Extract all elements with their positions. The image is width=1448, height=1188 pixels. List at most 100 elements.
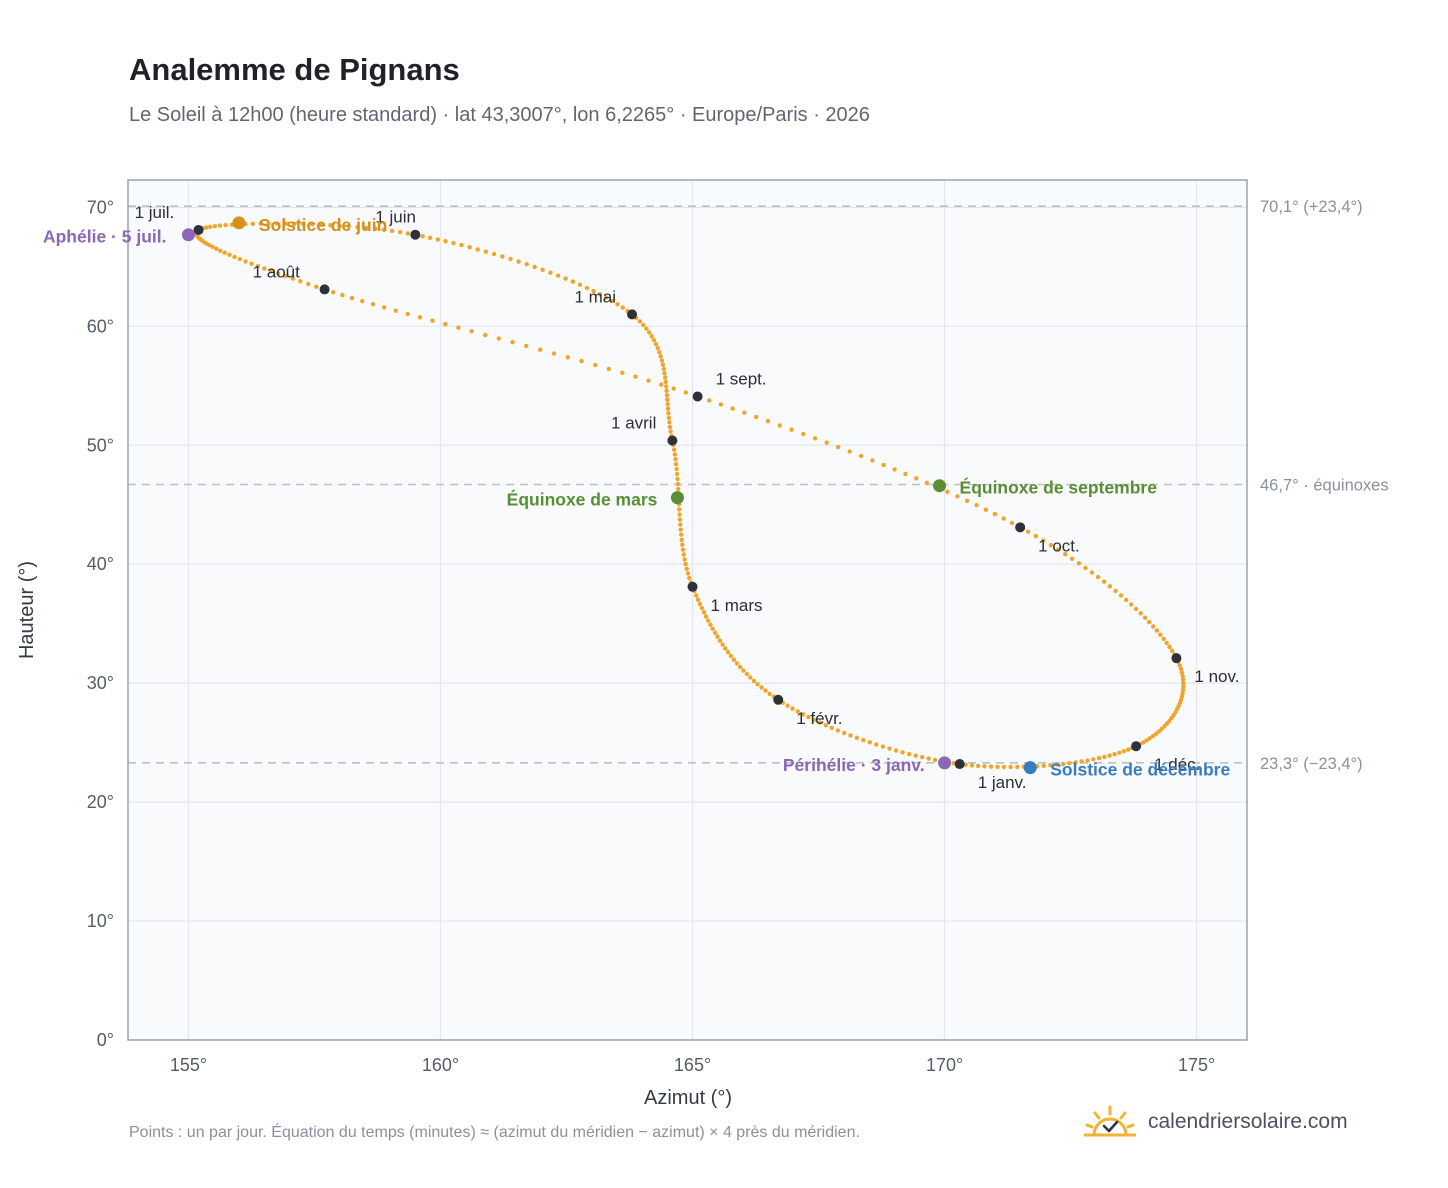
daily-point (364, 225, 369, 231)
daily-point (874, 742, 879, 747)
daily-point (751, 678, 757, 684)
daily-point (469, 329, 474, 334)
daily-point (283, 221, 288, 226)
daily-point (651, 338, 657, 343)
daily-point (924, 480, 929, 485)
daily-point (653, 342, 659, 347)
event-label: Équinoxe de septembre (960, 477, 1158, 498)
daily-point (667, 420, 672, 425)
daily-point (516, 259, 521, 264)
brand-name: calendriersolaire.com (1148, 1110, 1348, 1133)
event-label: Périhélie · 3 janv. (783, 755, 925, 775)
daily-point (1107, 584, 1113, 589)
daily-point (682, 557, 687, 562)
daily-point (210, 244, 215, 249)
daily-point (570, 279, 576, 284)
daily-point (1079, 759, 1084, 764)
daily-point (737, 664, 743, 670)
month-marker (193, 224, 204, 235)
month-marker (627, 309, 638, 320)
daily-point (620, 305, 625, 310)
reference-label: 70,1° (+23,4°) (1260, 198, 1363, 216)
daily-point (720, 642, 725, 647)
daily-point (676, 486, 681, 492)
y-tick-label: 30° (87, 673, 114, 693)
x-tick-label: 155° (170, 1055, 207, 1075)
daily-point (398, 229, 403, 235)
month-label: 1 mai (574, 287, 616, 306)
daily-point (283, 273, 288, 279)
event-label: Solstice de juin (259, 215, 387, 235)
daily-point (310, 222, 315, 227)
daily-point (1048, 763, 1053, 768)
daily-point (842, 730, 847, 736)
daily-point (510, 340, 515, 345)
daily-point (664, 388, 669, 393)
daily-point (606, 366, 611, 372)
y-tick-label: 40° (87, 554, 114, 574)
daily-point (1083, 565, 1088, 571)
daily-point (1141, 740, 1146, 745)
daily-point (349, 295, 355, 301)
daily-point (945, 489, 950, 494)
daily-point (1133, 606, 1139, 612)
month-marker (410, 229, 421, 240)
daily-point (683, 561, 688, 567)
daily-point (237, 256, 243, 262)
daily-point (675, 481, 680, 487)
daily-point (881, 462, 886, 468)
daily-point (1177, 663, 1182, 668)
daily-point (664, 384, 669, 389)
daily-point (880, 744, 886, 749)
y-tick-label: 50° (87, 435, 114, 455)
daily-point (275, 271, 281, 276)
daily-point (346, 224, 351, 229)
daily-point (870, 458, 875, 463)
daily-point (1180, 687, 1186, 693)
daily-point (1153, 731, 1159, 736)
daily-point (679, 537, 684, 542)
daily-point (1158, 632, 1163, 637)
daily-point (637, 319, 643, 324)
daily-point (355, 224, 360, 230)
daily-point (675, 476, 680, 482)
daily-point (1178, 666, 1184, 672)
daily-point (255, 263, 260, 269)
daily-point (1067, 761, 1072, 766)
brand[interactable]: calendriersolaire.com (1084, 1102, 1348, 1142)
daily-point (660, 362, 666, 367)
equinox-marker (670, 491, 684, 505)
december-solstice-marker (1023, 761, 1037, 775)
daily-point (382, 305, 387, 310)
daily-point (551, 351, 557, 356)
daily-point (744, 671, 749, 677)
daily-point (328, 223, 333, 228)
daily-point (1164, 640, 1169, 646)
daily-point (685, 571, 691, 576)
daily-point (1091, 757, 1096, 762)
daily-point (1180, 673, 1185, 679)
month-marker (319, 284, 330, 295)
daily-point (298, 279, 303, 284)
daily-point (459, 242, 464, 248)
daily-point (1118, 593, 1124, 598)
daily-point (674, 471, 680, 477)
daily-point (579, 358, 584, 364)
daily-point (903, 471, 908, 477)
daily-point (679, 532, 684, 537)
daily-point (1089, 570, 1095, 575)
month-marker (1015, 522, 1026, 533)
daily-point (443, 322, 448, 327)
month-label: 1 févr. (796, 709, 842, 728)
plot-area (128, 180, 1247, 1040)
daily-point (1113, 588, 1118, 594)
daily-point (674, 466, 679, 472)
y-tick-label: 60° (87, 316, 114, 336)
daily-point (975, 763, 981, 769)
daily-point (644, 326, 649, 331)
daily-point (563, 276, 568, 281)
daily-point (659, 358, 665, 363)
daily-point (687, 575, 692, 581)
daily-point (508, 256, 513, 262)
